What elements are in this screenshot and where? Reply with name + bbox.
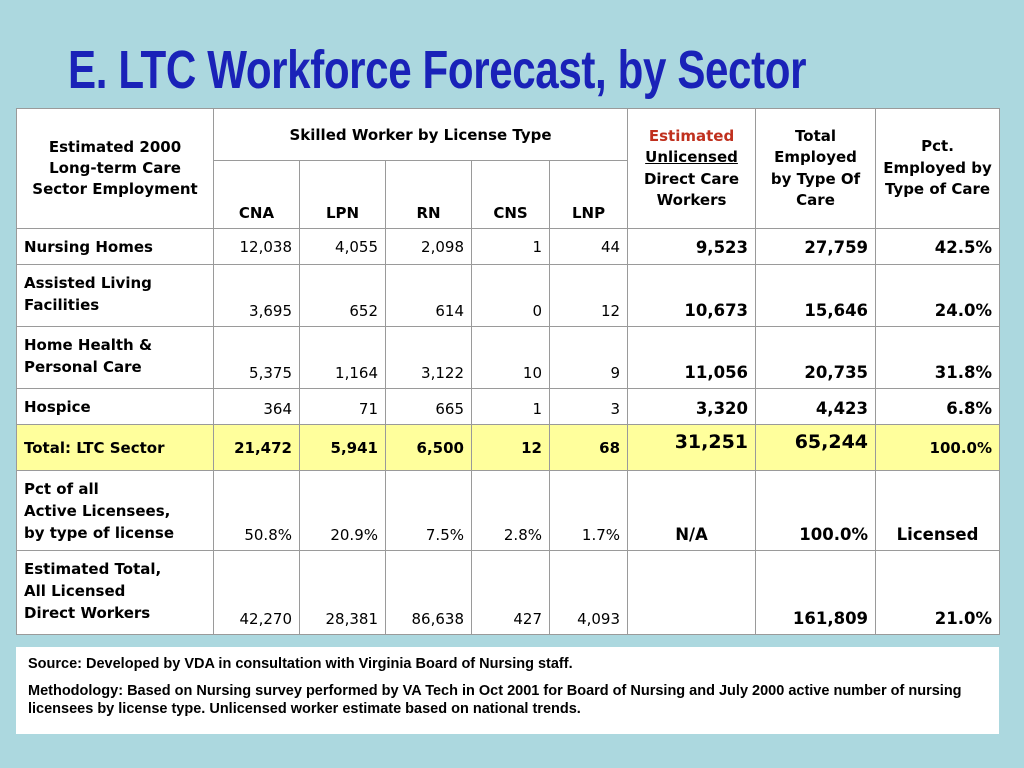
slide-title: E. LTC Workforce Forecast, by Sector bbox=[68, 40, 807, 100]
cell-cns: 1 bbox=[471, 388, 550, 425]
row-label: Assisted Living Facilities bbox=[16, 264, 214, 327]
row-label: Nursing Homes bbox=[16, 228, 214, 265]
pct-rn: 7.5% bbox=[385, 470, 472, 551]
pct-row-label-line: Active Licensees, bbox=[24, 502, 171, 520]
header-unlicensed-word: Unlicensed bbox=[645, 148, 738, 166]
pct-lnp: 1.7% bbox=[548, 470, 629, 551]
cell-cns: 1 bbox=[471, 228, 550, 265]
cell-pct: 24.0% bbox=[875, 264, 1001, 327]
pct-row-label: Pct of all Active Licensees, by type of … bbox=[16, 470, 214, 551]
table-row: Assisted Living Facilities 3,695 652 614… bbox=[16, 264, 1001, 327]
cell-rn: 665 bbox=[385, 388, 472, 425]
total-row-label: Total: LTC Sector bbox=[16, 424, 214, 471]
header-sector-employment: Estimated 2000 Long-term Care Sector Emp… bbox=[16, 108, 214, 229]
est-lnp: 4,093 bbox=[548, 550, 629, 635]
cell-lnp: 3 bbox=[548, 388, 629, 425]
cell-cna: 364 bbox=[213, 388, 300, 425]
cell-cns: 0 bbox=[471, 264, 550, 327]
cell-rn: 614 bbox=[385, 264, 472, 327]
pct-cna: 50.8% bbox=[213, 470, 300, 551]
total-rn: 6,500 bbox=[385, 424, 472, 471]
est-total: 161,809 bbox=[755, 550, 877, 635]
cell-lpn: 71 bbox=[299, 388, 386, 425]
row-label: Hospice bbox=[16, 388, 214, 425]
header-skilled-worker: Skilled Worker by License Type bbox=[212, 108, 629, 161]
total-employed: 65,244 bbox=[755, 424, 877, 471]
total-cns: 12 bbox=[471, 424, 550, 471]
pct-licensed-label: Licensed bbox=[875, 470, 1001, 551]
header-license-lnp: LNP bbox=[548, 160, 629, 229]
table-row: Hospice 364 71 665 1 3 3,320 4,423 6.8% bbox=[16, 388, 1001, 425]
header-unlicensed-direct-care: Direct Care Workers bbox=[643, 169, 740, 210]
est-row-label-line: Direct Workers bbox=[24, 604, 151, 622]
pct-unlicensed: N/A bbox=[627, 470, 757, 551]
est-pct: 21.0% bbox=[875, 550, 1001, 635]
pct-row-label-line: by type of license bbox=[24, 524, 174, 542]
header-license-cns: CNS bbox=[471, 160, 550, 229]
table-row: Nursing Homes 12,038 4,055 2,098 1 44 9,… bbox=[16, 228, 1001, 265]
cell-total: 4,423 bbox=[755, 388, 877, 425]
cell-lpn: 1,164 bbox=[299, 326, 386, 389]
header-license-lpn: LPN bbox=[299, 160, 386, 229]
cell-lnp: 9 bbox=[548, 326, 629, 389]
source-note: Source: Developed by VDA in consultation… bbox=[28, 656, 573, 672]
pct-row-label-line: Pct of all bbox=[24, 480, 99, 498]
header-total-employed: Total Employed by Type Of Care bbox=[755, 108, 877, 229]
pct-lpn: 20.9% bbox=[299, 470, 386, 551]
cell-lnp: 12 bbox=[548, 264, 629, 327]
total-lpn: 5,941 bbox=[299, 424, 386, 471]
cell-total: 20,735 bbox=[755, 326, 877, 389]
est-cna: 42,270 bbox=[213, 550, 300, 635]
est-cns: 427 bbox=[471, 550, 550, 635]
pct-licensees-row: Pct of all Active Licensees, by type of … bbox=[16, 470, 1001, 551]
est-row-label-line: Estimated Total, bbox=[24, 560, 162, 578]
cell-cna: 12,038 bbox=[213, 228, 300, 265]
cell-rn: 2,098 bbox=[385, 228, 472, 265]
cell-lnp: 44 bbox=[548, 228, 629, 265]
cell-cna: 3,695 bbox=[213, 264, 300, 327]
notes-box: Source: Developed by VDA in consultation… bbox=[16, 647, 999, 734]
cell-unlicensed: 9,523 bbox=[627, 228, 757, 265]
total-lnp: 68 bbox=[548, 424, 629, 471]
total-pct: 100.0% bbox=[875, 424, 1001, 471]
est-row-label: Estimated Total, All Licensed Direct Wor… bbox=[16, 550, 214, 635]
cell-lpn: 4,055 bbox=[299, 228, 386, 265]
estimated-total-row: Estimated Total, All Licensed Direct Wor… bbox=[16, 550, 1001, 635]
est-rn: 86,638 bbox=[385, 550, 472, 635]
workforce-table-container: Estimated 2000 Long-term Care Sector Emp… bbox=[16, 108, 1001, 635]
cell-total: 27,759 bbox=[755, 228, 877, 265]
cell-total: 15,646 bbox=[755, 264, 877, 327]
cell-rn: 3,122 bbox=[385, 326, 472, 389]
cell-cns: 10 bbox=[471, 326, 550, 389]
total-unlicensed: 31,251 bbox=[627, 424, 757, 471]
workforce-forecast-table: Estimated 2000 Long-term Care Sector Emp… bbox=[16, 108, 1001, 635]
est-lpn: 28,381 bbox=[299, 550, 386, 635]
header-license-cna: CNA bbox=[213, 160, 300, 229]
total-cna: 21,472 bbox=[213, 424, 300, 471]
est-unlicensed bbox=[627, 550, 757, 635]
cell-pct: 31.8% bbox=[875, 326, 1001, 389]
methodology-note: Methodology: Based on Nursing survey per… bbox=[28, 683, 962, 717]
cell-unlicensed: 3,320 bbox=[627, 388, 757, 425]
pct-cns: 2.8% bbox=[471, 470, 550, 551]
row-label: Home Health & Personal Care bbox=[16, 326, 214, 389]
pct-total: 100.0% bbox=[755, 470, 877, 551]
table-row: Home Health & Personal Care 5,375 1,164 … bbox=[16, 326, 1001, 389]
header-unlicensed-estimated: Estimated bbox=[648, 126, 735, 145]
cell-unlicensed: 10,673 bbox=[627, 264, 757, 327]
est-row-label-line: All Licensed bbox=[24, 582, 126, 600]
cell-pct: 6.8% bbox=[875, 388, 1001, 425]
cell-pct: 42.5% bbox=[875, 228, 1001, 265]
cell-lpn: 652 bbox=[299, 264, 386, 327]
header-unlicensed: Estimated Unlicensed Direct Care Workers bbox=[627, 108, 757, 229]
cell-unlicensed: 11,056 bbox=[627, 326, 757, 389]
header-pct-employed: Pct. Employed by Type of Care bbox=[875, 108, 1001, 229]
cell-cna: 5,375 bbox=[213, 326, 300, 389]
header-license-rn: RN bbox=[385, 160, 472, 229]
total-row: Total: LTC Sector 21,472 5,941 6,500 12 … bbox=[16, 424, 1001, 471]
